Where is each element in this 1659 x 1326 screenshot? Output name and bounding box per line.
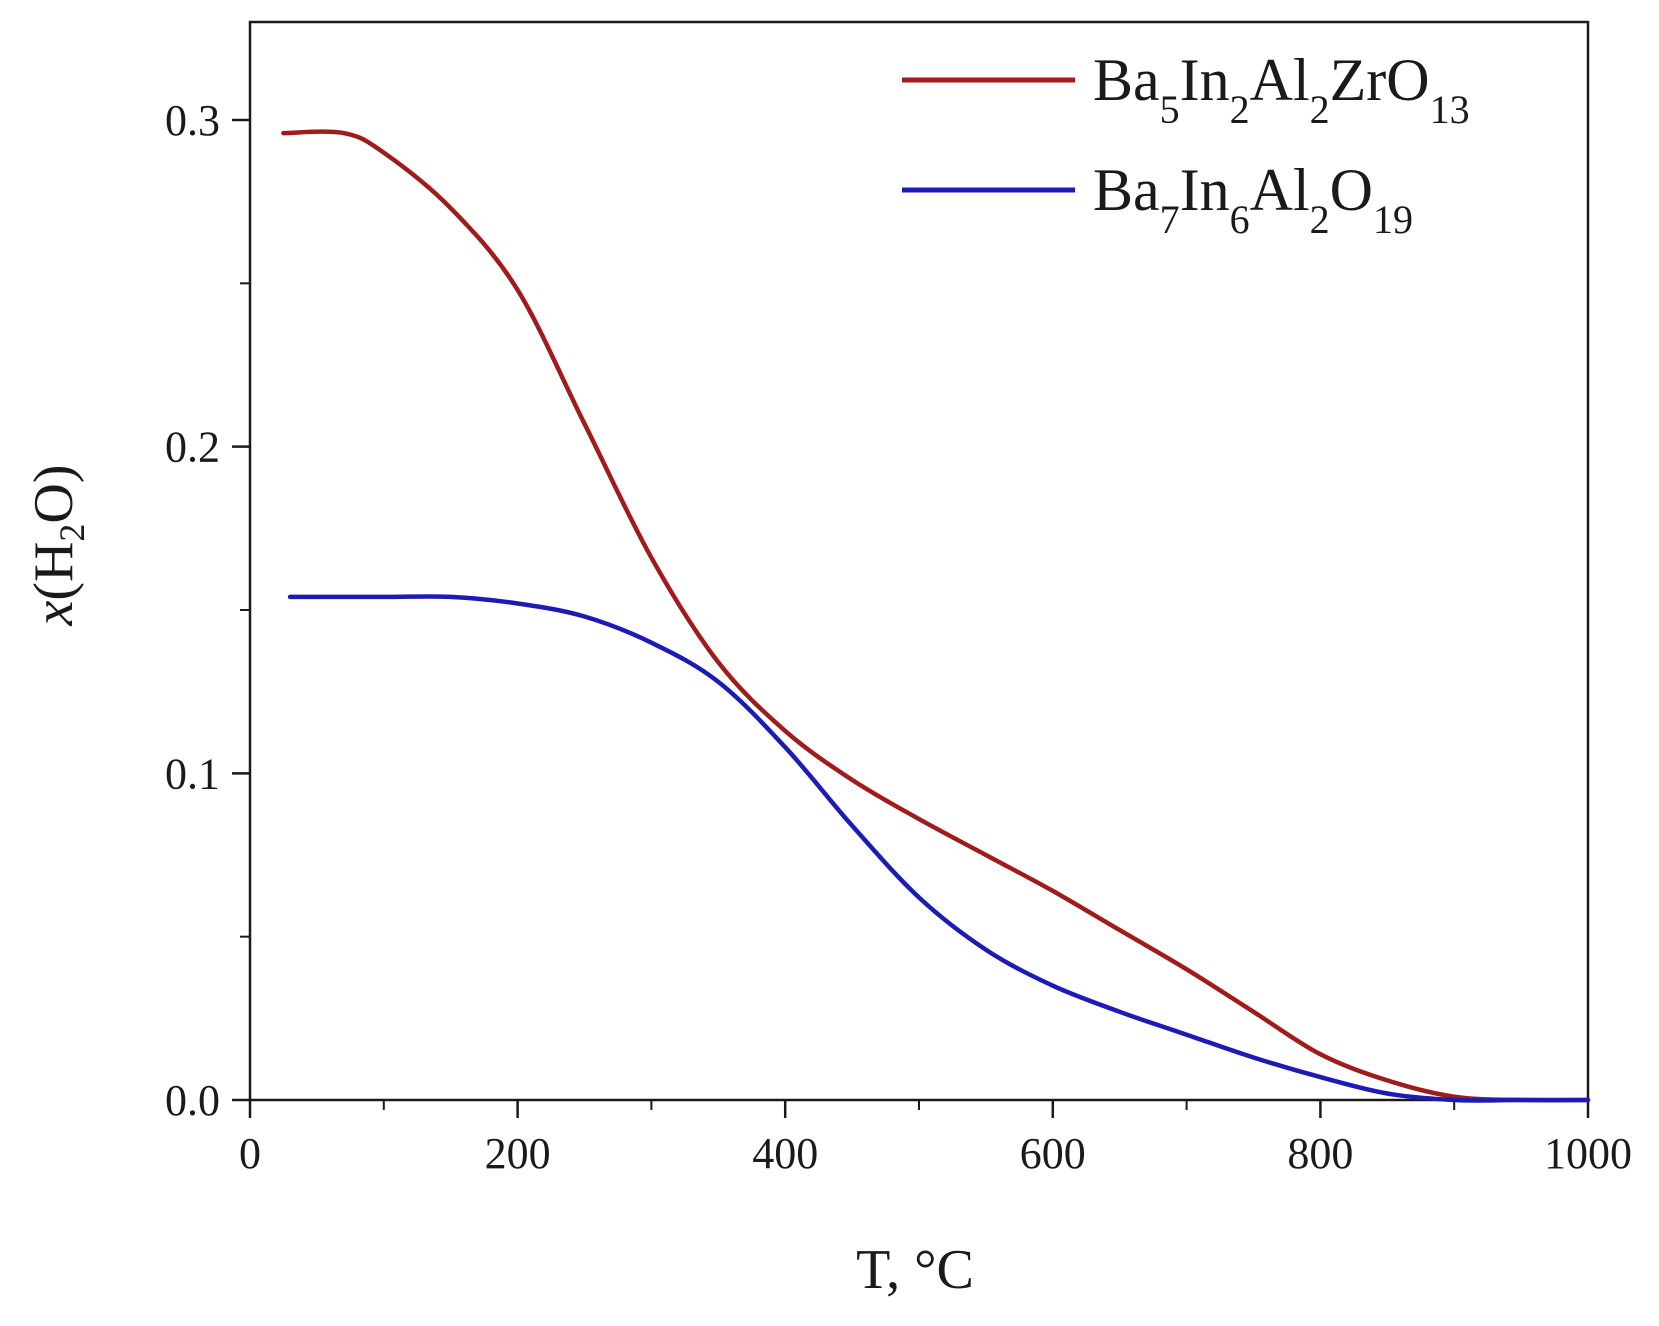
- x-tick-label: 0: [239, 1129, 261, 1178]
- x-tick-label: 1000: [1544, 1129, 1632, 1178]
- series-lines: [281, 129, 1591, 1103]
- series-line-1: [281, 129, 1591, 1103]
- x-tick-label: 600: [1020, 1129, 1086, 1178]
- x-tick-label: 400: [752, 1129, 818, 1178]
- y-axis-title: x(H2O): [23, 464, 92, 626]
- tick-labels: 0 200 400 600 800 1000 0.0 0.1 0.2 0.3: [165, 96, 1632, 1178]
- y-tick-label: 0.2: [165, 423, 220, 472]
- y-tick-label: 0.1: [165, 749, 220, 798]
- plot-area: [248, 20, 1590, 1102]
- legend: Ba5In2Al2ZrO13 Ba7In6Al2O19: [902, 47, 1470, 242]
- y-tick-label: 0.3: [165, 96, 220, 145]
- legend-label-2: Ba7In6Al2O19: [1093, 157, 1413, 242]
- y-axis-title-symbol: x: [23, 601, 85, 627]
- plot-frame: [248, 20, 1590, 1102]
- series-line-2: [287, 594, 1591, 1103]
- x-axis-title: T, °C: [856, 1239, 974, 1301]
- y-axis-title-subscript: 2: [52, 524, 92, 542]
- y-tick-label: 0.0: [165, 1076, 220, 1125]
- y-axis-title-open: (H: [23, 542, 85, 601]
- x-tick-label: 200: [485, 1129, 551, 1178]
- y-axis-title-close: O): [23, 464, 85, 523]
- legend-label-1: Ba5In2Al2ZrO13: [1093, 47, 1470, 132]
- axis-ticks: [232, 118, 1590, 1118]
- x-tick-label: 800: [1287, 1129, 1353, 1178]
